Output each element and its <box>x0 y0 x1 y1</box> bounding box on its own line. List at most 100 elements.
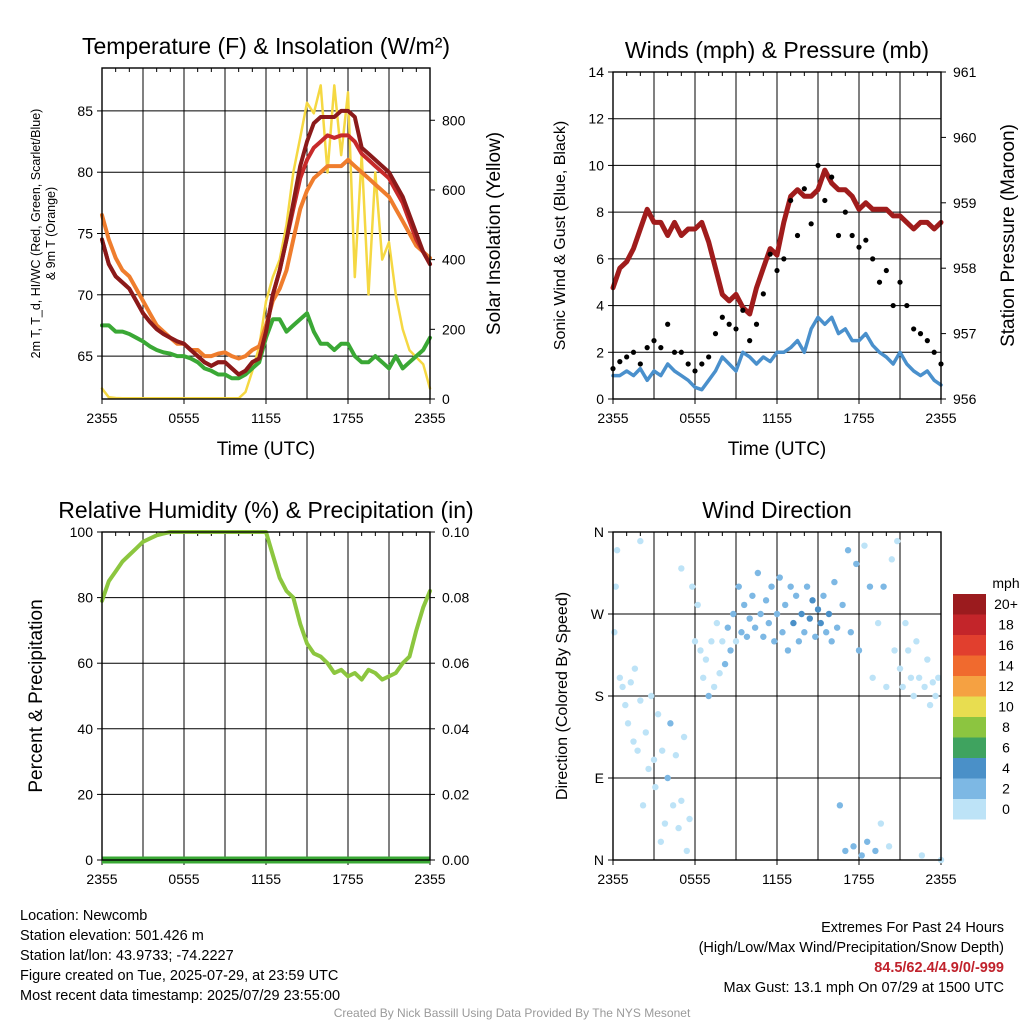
direction-point <box>828 638 835 645</box>
direction-point <box>613 547 621 554</box>
direction-point <box>790 619 797 627</box>
direction-point <box>784 647 792 654</box>
colorbar-swatch <box>953 778 986 799</box>
plot-border <box>612 71 942 400</box>
humidity-panel: Relative Humidity (%) & Precipitation (i… <box>26 497 474 887</box>
direction-point <box>730 610 737 618</box>
direction-point <box>664 774 671 782</box>
direction-point <box>817 619 824 627</box>
gust-point <box>788 197 794 204</box>
direction-point <box>847 629 854 636</box>
x-tick-label: 1155 <box>251 871 281 887</box>
direction-point <box>680 733 688 741</box>
direction-point <box>874 619 882 627</box>
gust-point <box>842 209 848 215</box>
direction-point <box>823 629 830 636</box>
direction-point <box>926 701 934 709</box>
direction-point <box>894 537 901 545</box>
gust-point <box>706 354 712 360</box>
x-tick-label: 2355 <box>86 410 117 426</box>
direction-point <box>637 697 644 704</box>
gust-point <box>815 162 821 169</box>
extremes-values: 84.5/62.4/4.9/0/-999 <box>874 960 1004 976</box>
winds-panel: Winds (mph) & Pressure (mb) 2355 0555 1155 1… <box>552 37 1019 460</box>
y-tick-label: 14 <box>588 64 604 80</box>
pressure-ylabel: Station Pressure (Maroon) <box>998 124 1019 347</box>
gust-point <box>801 186 807 192</box>
direction-point <box>861 542 868 549</box>
winds-xlabel: Time (UTC) <box>728 439 827 460</box>
gust-point <box>685 361 691 367</box>
humidity-ylabel: Percent & Precipitation <box>26 599 47 792</box>
direction-point <box>694 601 701 609</box>
direction-point <box>716 670 723 677</box>
direction-point <box>896 665 904 672</box>
direction-point <box>795 638 803 645</box>
y-tick-label: N <box>594 852 604 868</box>
gust-point <box>897 279 903 285</box>
y2-tick-label: 0.02 <box>442 786 469 802</box>
y-tick-label: 60 <box>77 655 93 671</box>
x-tick-label: 0555 <box>168 410 199 426</box>
colorbar-swatch <box>953 799 986 820</box>
temp-ylabel-line1: 2m T, T_d, HI/WC (Red, Green, Scarlet/Bl… <box>29 109 43 359</box>
gust-point <box>699 361 705 367</box>
y-tick-label: 75 <box>77 226 93 242</box>
direction-point <box>809 597 816 604</box>
direction-point <box>779 629 786 636</box>
direction-point <box>918 852 926 859</box>
direction-point <box>669 802 677 809</box>
gust-point <box>665 321 671 327</box>
gust-point <box>856 244 862 250</box>
dew-line <box>100 108 432 377</box>
direction-point <box>768 583 775 590</box>
colorbar-swatch <box>953 614 986 635</box>
colorbar-swatch <box>953 758 986 779</box>
plot-border <box>101 531 431 861</box>
y2-tick-label: 961 <box>953 64 977 80</box>
direction-point <box>667 720 674 727</box>
gust-point <box>644 345 650 351</box>
direction-point <box>905 647 912 654</box>
direction-point <box>741 601 748 609</box>
temp-ylabel-line2: & 9m T (Orange) <box>44 187 58 280</box>
gust-point <box>740 307 746 313</box>
y-tick-label: 8 <box>596 204 604 220</box>
direction-point <box>888 556 895 563</box>
colorbar-label: 16 <box>998 637 1014 653</box>
direction-panel: Wind Direction 2355 0555 1155 1755 2355 N E S W N D… <box>554 497 1020 887</box>
y-tick-label: E <box>595 770 604 786</box>
y2-tick-label: 0 <box>442 391 450 407</box>
colorbar-swatch <box>953 594 986 615</box>
gust-point <box>767 251 773 257</box>
direction-point <box>910 692 917 700</box>
gust-point <box>671 349 678 355</box>
direction-point <box>719 638 726 645</box>
direction-point <box>902 619 909 627</box>
direction-point <box>880 583 887 590</box>
y-tick-label: N <box>594 524 604 540</box>
x-tick-label: 2355 <box>925 410 956 426</box>
gust-point <box>719 314 725 320</box>
y-tick-label: 100 <box>70 524 94 540</box>
y2-tick-label: 800 <box>442 112 466 128</box>
direction-point <box>787 583 794 590</box>
direction-point <box>891 647 898 654</box>
colorbar-swatch <box>953 635 986 656</box>
wind-line <box>611 315 943 392</box>
colorbar-label: 18 <box>998 617 1014 633</box>
direction-point <box>702 656 710 663</box>
extremes-info: Extremes For Past 24 Hours (High/Low/Max… <box>699 918 1004 998</box>
x-tick-label: 1155 <box>762 871 792 887</box>
y2-tick-label: 200 <box>442 321 466 337</box>
direction-point <box>746 615 753 622</box>
direction-point <box>853 560 860 568</box>
gust-point <box>651 338 657 344</box>
direction-point <box>659 747 666 754</box>
colorbar-label: 14 <box>998 658 1014 674</box>
direction-point <box>627 679 634 686</box>
direction-point <box>831 578 838 586</box>
direction-point <box>691 638 699 645</box>
y-tick-label: 80 <box>77 590 93 606</box>
direction-point <box>724 624 731 631</box>
